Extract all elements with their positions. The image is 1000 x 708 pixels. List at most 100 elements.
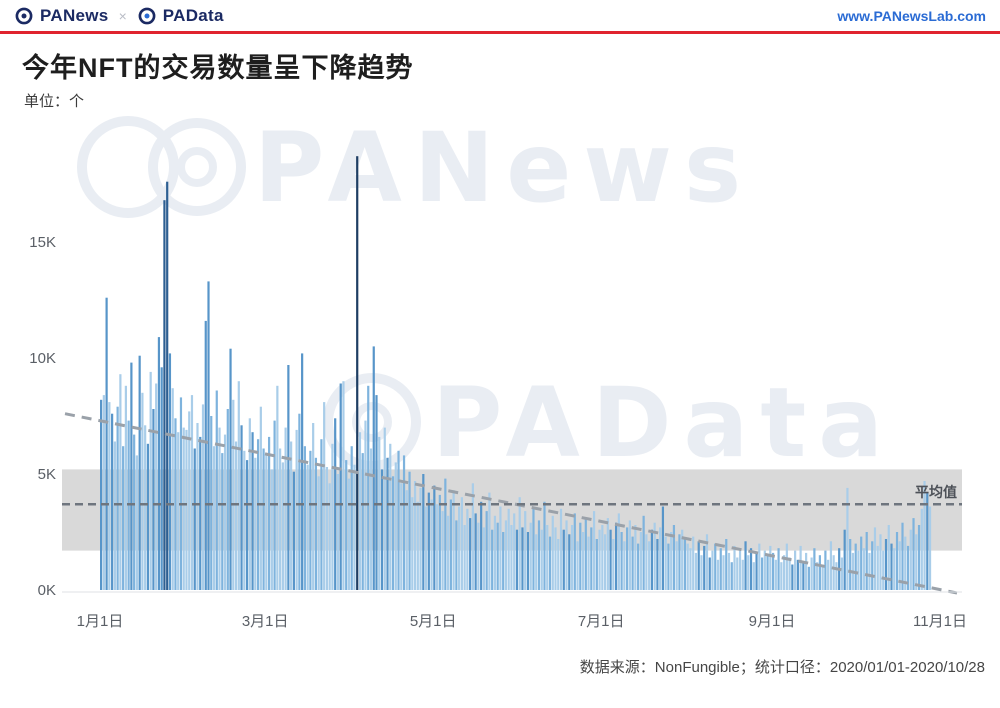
bar <box>391 476 395 590</box>
bar <box>799 545 802 590</box>
bar <box>416 501 419 590</box>
bar <box>100 399 103 590</box>
bar <box>692 536 695 590</box>
bar <box>499 506 502 590</box>
bar <box>920 508 923 590</box>
bar <box>521 527 524 590</box>
bar <box>510 525 513 590</box>
bar <box>807 566 810 590</box>
bar <box>653 522 656 590</box>
bar <box>507 508 510 590</box>
bar <box>752 562 755 590</box>
bar <box>628 520 631 590</box>
bar <box>777 548 780 590</box>
bar <box>769 545 772 590</box>
bar <box>290 441 293 590</box>
bar <box>182 427 185 590</box>
x-tick-label: 9月1日 <box>749 613 796 630</box>
bar <box>882 550 885 590</box>
bar <box>323 402 326 590</box>
bar <box>367 385 370 590</box>
bar <box>818 555 821 590</box>
bar <box>369 448 373 590</box>
bar <box>664 536 667 590</box>
header-bar: PANews × PAData www.PANewsLab.com <box>0 0 1000 31</box>
bar <box>306 464 309 590</box>
bar <box>609 529 612 590</box>
bar <box>177 432 180 590</box>
bar <box>648 541 651 590</box>
bar <box>331 443 334 590</box>
bar <box>119 374 122 590</box>
y-tick-label: 0K <box>38 582 56 599</box>
bar <box>700 555 703 590</box>
bar <box>890 543 893 590</box>
bar <box>678 534 681 590</box>
bar <box>397 450 400 590</box>
x-tick-label: 3月1日 <box>242 613 289 630</box>
bar <box>135 455 138 590</box>
bar <box>780 562 783 590</box>
bar <box>887 525 890 590</box>
bar <box>452 490 455 590</box>
bar <box>686 543 689 590</box>
bar <box>419 487 422 590</box>
bar <box>829 541 833 590</box>
site-url-link[interactable]: www.PANewsLab.com <box>837 7 986 24</box>
bar <box>535 534 538 590</box>
bar <box>124 385 127 590</box>
bar <box>716 559 720 590</box>
bar <box>727 552 731 590</box>
bar <box>537 520 541 590</box>
bar <box>565 520 568 590</box>
bar <box>747 555 750 590</box>
bar <box>603 534 607 590</box>
bar <box>108 402 111 590</box>
bar <box>171 388 174 590</box>
bar <box>879 534 882 590</box>
bar <box>284 427 287 590</box>
panews-watermark: PANews <box>77 112 741 224</box>
bar <box>463 525 466 590</box>
bar <box>518 497 521 590</box>
bar <box>144 425 147 590</box>
bar <box>146 443 150 590</box>
y-tick-label: 10K <box>29 350 56 367</box>
padata-logo-icon <box>137 6 157 26</box>
bar <box>380 469 384 590</box>
bar <box>876 545 879 590</box>
bar <box>540 529 543 590</box>
bar <box>623 541 626 590</box>
bar <box>601 525 604 590</box>
bar <box>424 506 428 590</box>
bar <box>383 427 386 590</box>
bar <box>221 453 224 590</box>
bar <box>259 406 262 590</box>
bar <box>526 532 530 590</box>
reference-lines-layer <box>62 412 962 595</box>
bar <box>711 550 714 590</box>
bar <box>430 499 433 590</box>
x-tick-label: 11月1日 <box>913 613 967 630</box>
bar <box>105 297 108 590</box>
bar <box>755 552 758 590</box>
bar <box>447 515 450 590</box>
bar <box>488 492 491 590</box>
source-note: 数据来源：NonFungible；统计口径：2020/01/01-2020/10… <box>579 659 985 676</box>
bar <box>554 527 557 590</box>
bar <box>562 529 565 590</box>
bar <box>884 539 888 590</box>
bar <box>524 511 527 590</box>
panews-logo-text: PANews <box>40 5 109 25</box>
bar <box>559 508 563 590</box>
bar <box>279 448 282 590</box>
bar <box>642 515 645 590</box>
bar <box>400 483 403 590</box>
bar <box>215 390 218 590</box>
bar <box>212 446 216 590</box>
bar <box>102 395 105 590</box>
bar <box>265 455 268 590</box>
logo-separator: × <box>118 7 127 24</box>
padata-logo-text: PAData <box>162 5 224 25</box>
